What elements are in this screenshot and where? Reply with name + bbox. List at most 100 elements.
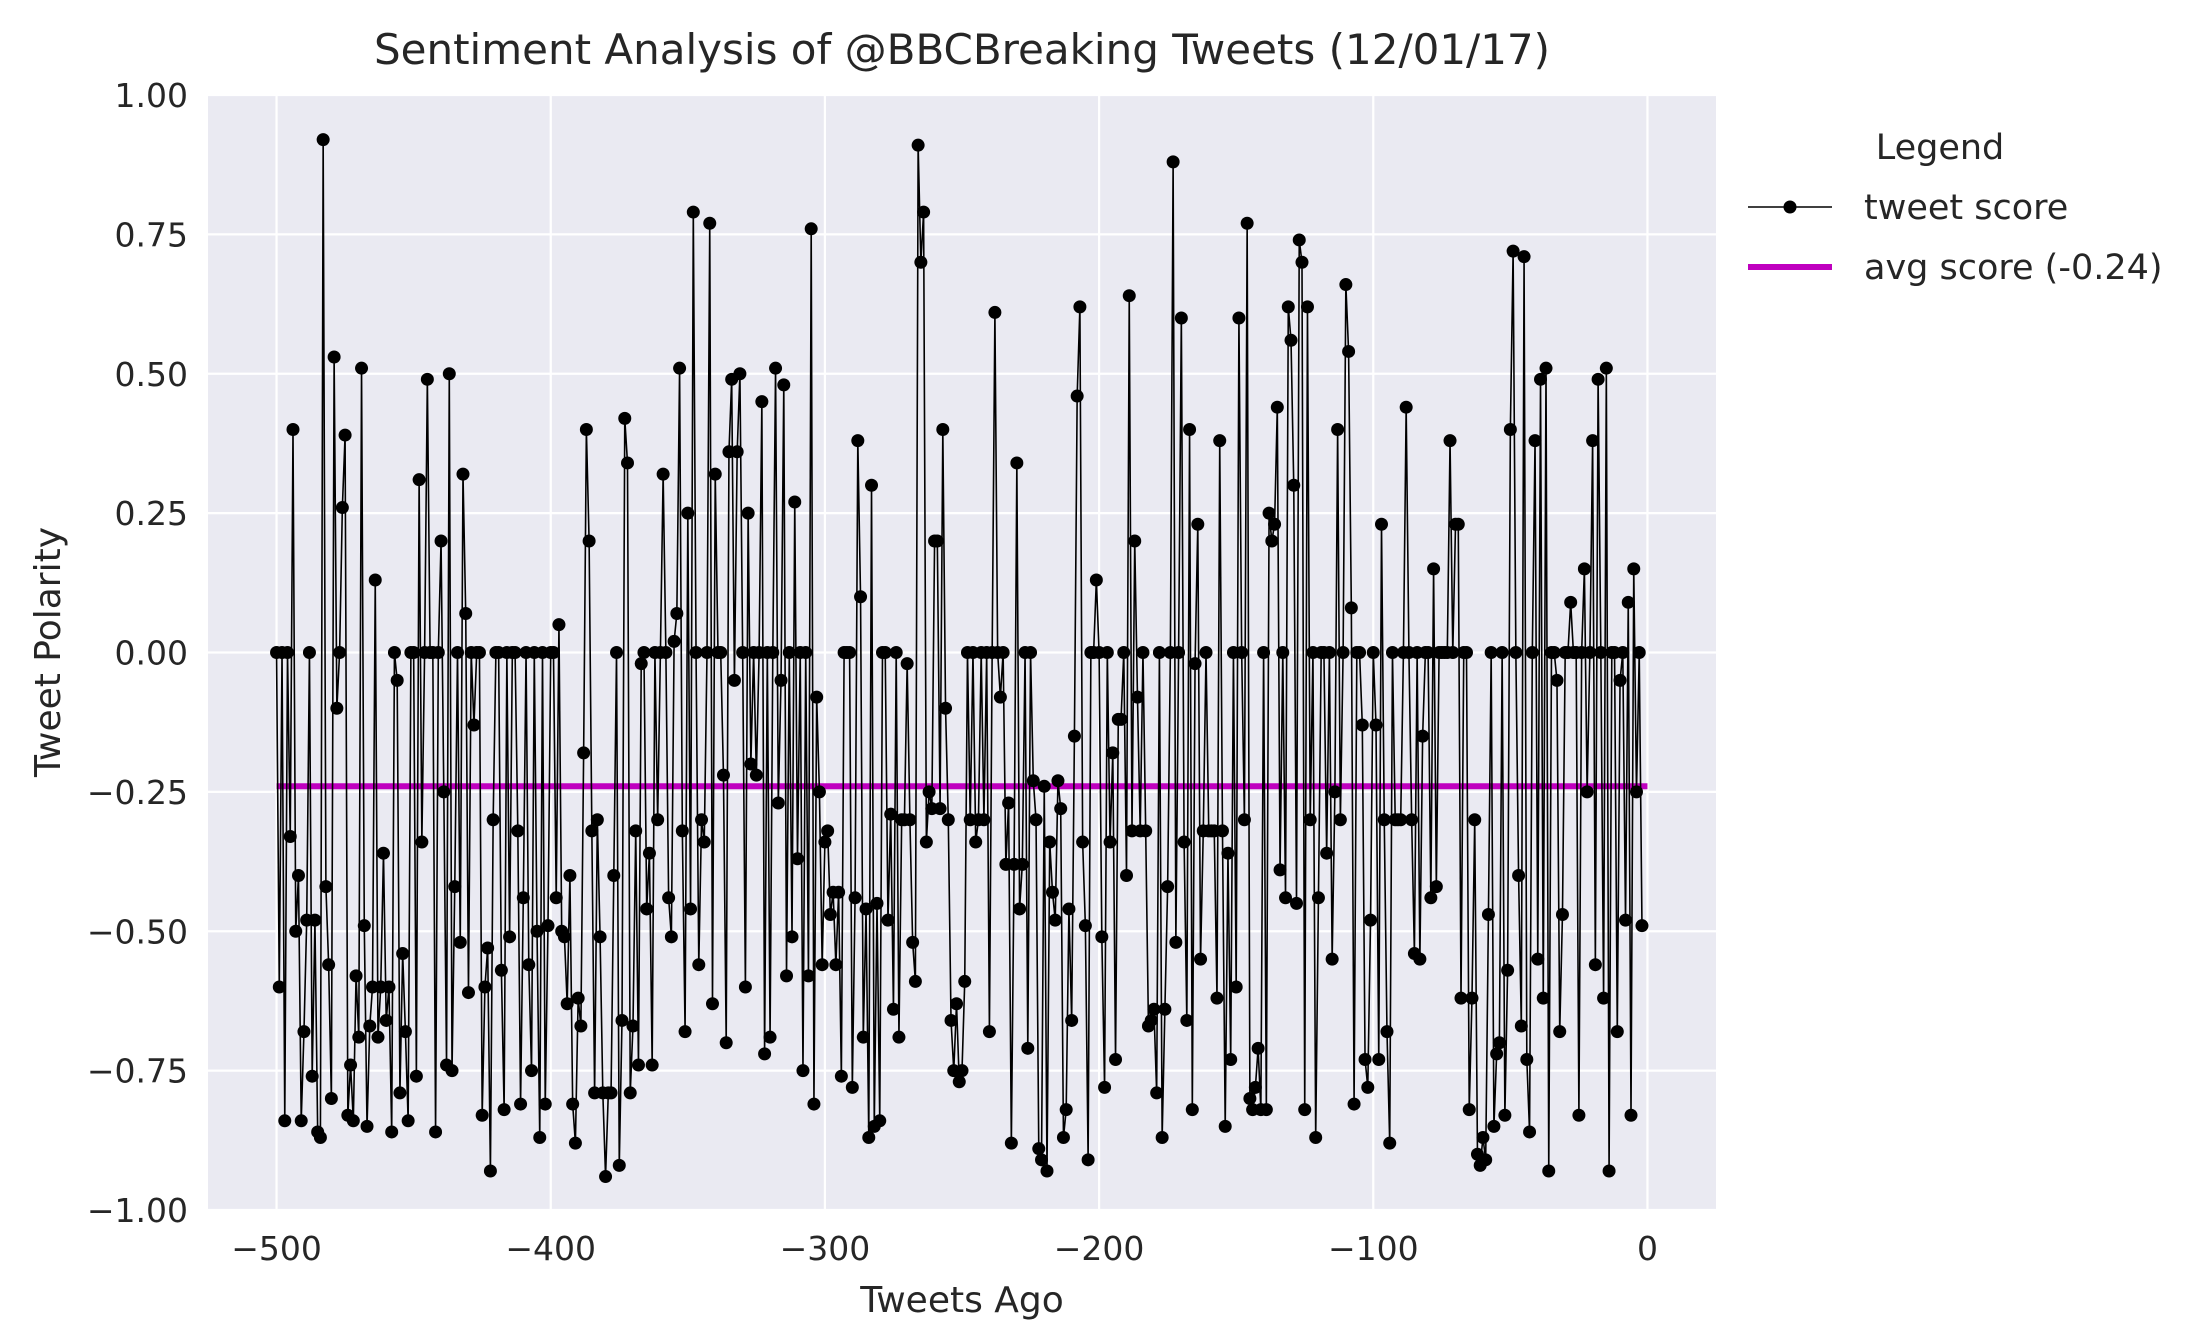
tweet-score-point <box>936 423 950 436</box>
tweet-score-point <box>810 690 824 704</box>
tweet-score-point <box>1183 423 1197 436</box>
tweet-score-point <box>302 646 316 659</box>
tweet-score-point <box>1161 880 1175 894</box>
tweet-score-point <box>459 606 473 620</box>
tweet-score-point <box>525 1064 539 1078</box>
tweet-score-point <box>1213 434 1227 448</box>
tweet-score-point <box>804 222 818 236</box>
tweet-score-point <box>1270 400 1284 414</box>
tweet-score-point <box>1128 534 1142 548</box>
tweet-score-point <box>1089 573 1103 587</box>
tweet-score-point <box>497 1103 511 1117</box>
tweet-score-point <box>1550 673 1564 687</box>
tweet-score-point <box>1539 361 1553 375</box>
tweet-score-point <box>1232 311 1246 325</box>
y-tick-label: 0.25 <box>115 494 188 533</box>
tweet-score-point <box>1459 646 1473 659</box>
tweet-score-point <box>1377 813 1391 827</box>
tweet-score-point <box>566 1097 580 1111</box>
tweet-score-point <box>385 1125 399 1139</box>
tweet-score-point <box>1013 902 1027 916</box>
tweet-score-point <box>684 902 698 916</box>
tweet-score-point <box>645 1058 659 1072</box>
tweet-score-point <box>368 573 382 587</box>
tweet-score-point <box>900 657 914 671</box>
tweet-score-point <box>322 958 336 972</box>
tweet-score-point <box>829 958 843 972</box>
tweet-score-point <box>988 305 1002 319</box>
tweet-score-point <box>1043 835 1057 849</box>
tweet-score-point <box>1385 646 1399 659</box>
tweet-score-point <box>1002 796 1016 810</box>
tweet-score-point <box>1284 333 1298 347</box>
chart-title: Sentiment Analysis of @BBCBreaking Tweet… <box>374 25 1550 74</box>
tweet-score-point <box>1298 1103 1312 1117</box>
tweet-score-point <box>982 1025 996 1039</box>
tweet-score-point <box>659 646 673 659</box>
tweet-score-point <box>346 1114 360 1128</box>
tweet-score-point <box>1029 813 1043 827</box>
tweet-score-point <box>1106 746 1120 760</box>
x-tick-label: 0 <box>1637 1229 1658 1268</box>
tweet-score-point <box>815 958 829 972</box>
tweet-score-point <box>355 361 369 375</box>
tweet-score-point <box>993 690 1007 704</box>
tweet-score-point <box>552 618 566 632</box>
tweet-score-point <box>744 757 758 771</box>
x-tick-label: −300 <box>780 1229 871 1268</box>
tweet-score-point <box>667 634 681 648</box>
tweet-score-point <box>1257 646 1271 659</box>
tweet-score-point <box>1287 478 1301 492</box>
tweet-score-point <box>475 1108 489 1122</box>
tweet-score-point <box>1073 300 1087 314</box>
tweet-score-point <box>782 646 796 659</box>
tweet-score-point <box>1619 913 1633 927</box>
tweet-score-point <box>908 974 922 988</box>
tweet-score-point <box>412 473 426 487</box>
tweet-score-point <box>1070 389 1084 403</box>
tweet-score-point <box>1081 1153 1095 1167</box>
tweet-score-point <box>637 646 651 659</box>
tweet-score-point <box>1248 1080 1262 1094</box>
x-tick-label: −200 <box>1054 1229 1145 1268</box>
tweet-score-point <box>777 378 791 392</box>
tweet-score-point <box>1221 846 1235 860</box>
tweet-score-point <box>758 1047 772 1061</box>
tweet-score-point <box>1040 1164 1054 1178</box>
tweet-score-point <box>376 846 390 860</box>
tweet-score-point <box>634 657 648 671</box>
tweet-score-point <box>1194 952 1208 966</box>
tweet-score-point <box>579 423 593 436</box>
tweet-score-point <box>483 1164 497 1178</box>
tweet-score-point <box>615 1013 629 1027</box>
tweet-score-point <box>319 880 333 894</box>
tweet-score-point <box>958 974 972 988</box>
tweet-score-point <box>511 824 525 838</box>
tweet-score-point <box>541 919 555 933</box>
tweet-score-point <box>703 216 717 230</box>
tweet-score-point <box>886 1002 900 1016</box>
tweet-score-point <box>1303 813 1317 827</box>
tweet-score-point <box>1336 646 1350 659</box>
tweet-score-point <box>612 1158 626 1172</box>
tweet-score-point <box>1514 1019 1528 1033</box>
tweet-score-point <box>1188 657 1202 671</box>
tweet-score-point <box>1276 646 1290 659</box>
tweet-score-point <box>1525 646 1539 659</box>
legend-title: Legend <box>1876 128 2005 168</box>
tweet-score-point <box>843 646 857 659</box>
tweet-score-point <box>1048 913 1062 927</box>
tweet-score-point <box>1309 1131 1323 1145</box>
tweet-score-point <box>1421 646 1435 659</box>
tweet-score-point <box>780 969 794 983</box>
tweet-score-point <box>626 1019 640 1033</box>
tweet-score-point <box>1180 1013 1194 1027</box>
tweet-score-point <box>675 824 689 838</box>
tweet-score-point <box>911 138 925 152</box>
tweet-score-point <box>939 701 953 715</box>
tweet-score-point <box>333 646 347 659</box>
tweet-score-point <box>294 1114 308 1128</box>
tweet-score-point <box>1613 673 1627 687</box>
tweet-score-point <box>618 411 632 425</box>
tweet-score-point <box>396 947 410 961</box>
